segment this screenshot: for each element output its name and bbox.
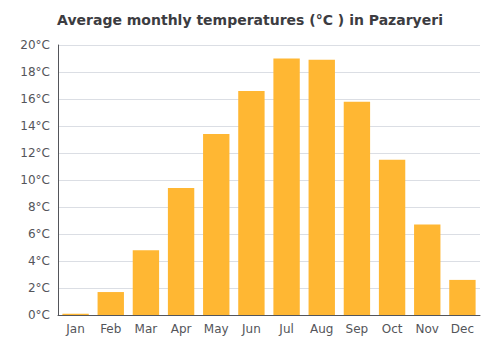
svg-text:Apr: Apr xyxy=(171,322,192,336)
svg-text:Nov: Nov xyxy=(416,322,439,336)
svg-text:12°C: 12°C xyxy=(20,146,50,160)
svg-text:Aug: Aug xyxy=(310,322,333,336)
svg-text:16°C: 16°C xyxy=(20,92,50,106)
svg-text:Jun: Jun xyxy=(241,322,261,336)
svg-text:Jul: Jul xyxy=(278,322,293,336)
svg-text:Jan: Jan xyxy=(65,322,85,336)
svg-text:6°C: 6°C xyxy=(28,227,50,241)
svg-text:10°C: 10°C xyxy=(20,173,50,187)
svg-text:0°C: 0°C xyxy=(28,308,50,322)
svg-text:2°C: 2°C xyxy=(28,281,50,295)
svg-text:14°C: 14°C xyxy=(20,119,50,133)
svg-text:Dec: Dec xyxy=(451,322,474,336)
svg-text:8°C: 8°C xyxy=(28,200,50,214)
svg-text:Sep: Sep xyxy=(346,322,369,336)
svg-text:Oct: Oct xyxy=(382,322,403,336)
svg-text:May: May xyxy=(204,322,229,336)
svg-text:18°C: 18°C xyxy=(20,65,50,79)
svg-text:Feb: Feb xyxy=(100,322,121,336)
svg-text:Mar: Mar xyxy=(135,322,158,336)
svg-text:Average monthly temperatures (: Average monthly temperatures (°C ) in Pa… xyxy=(57,12,443,28)
svg-text:4°C: 4°C xyxy=(28,254,50,268)
svg-text:20°C: 20°C xyxy=(20,38,50,52)
